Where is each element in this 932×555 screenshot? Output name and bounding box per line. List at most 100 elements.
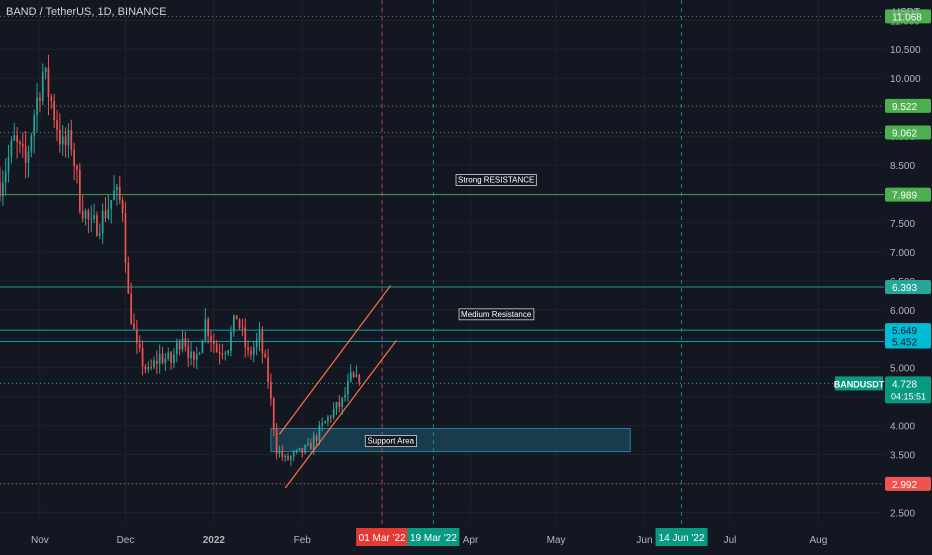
candle-body [352,372,355,377]
candle-body [7,156,10,172]
candle-body [87,210,90,220]
time-tick-label: Feb [294,535,312,546]
time-axis[interactable] [0,524,932,550]
annotation-box [455,174,537,186]
current-price-badge [885,376,931,404]
date-badge-label: 14 Jun '22 [659,533,705,544]
level-badge [885,334,931,349]
level-badge [885,187,931,202]
candle-body [232,315,235,333]
candle-body [301,447,304,453]
candle-body [230,332,232,351]
candle-body [0,182,1,197]
candle-body [344,394,346,398]
candle-body [181,338,184,350]
candle-body [147,366,150,370]
date-badge [407,528,460,546]
candle-body [295,449,298,453]
candle-body [19,142,21,145]
candle-body [195,354,198,360]
candle-body [270,381,272,399]
candle-body [247,347,249,351]
price-tick-label: 3.500 [890,451,915,462]
level-badge [885,98,931,113]
candle-body [64,136,67,146]
candle-body [327,416,329,422]
candle-body [204,319,207,341]
time-tick-label: Jul [724,535,737,546]
candle-body [218,352,221,354]
candle-body [187,346,190,359]
candle-body [250,350,252,355]
candle-body [81,211,84,219]
candle-body [158,353,161,364]
candle-body [36,97,38,116]
candle-body [309,443,312,450]
candle-body [116,186,118,191]
price-tick-label: 7.000 [890,248,915,259]
candle-body [70,130,73,150]
candle-body [198,353,201,355]
annotation-text[interactable]: Medium Resistance [461,310,532,319]
candle-body [61,136,64,145]
candle-body [312,435,315,450]
candle-body [13,135,16,141]
candle-body [175,342,178,355]
candle-body [338,402,341,407]
candle-body [33,115,36,136]
level-badge-label: 6.393 [892,283,917,294]
candle-body [161,353,164,363]
candle-body [141,347,144,367]
level-lines [0,15,884,485]
level-badge-label: 9.522 [892,102,917,113]
symbol-title[interactable]: BAND / TetherUS, 1D, BINANCE [6,6,167,18]
candle-body [324,421,326,424]
channel-line[interactable] [284,340,397,489]
time-tick-label: May [547,535,566,546]
candle-body [258,331,261,340]
candle-body [358,374,361,384]
candle-body [292,452,295,457]
candle-body [93,215,95,219]
candle-body [307,443,309,446]
candle-body [335,402,338,410]
price-axis[interactable] [884,0,932,550]
price-tick-label: 7.500 [890,219,915,230]
price-tick-label: 10.500 [890,45,921,56]
date-badge-label: 01 Mar '22 [359,533,406,544]
annotation-text[interactable]: Support Area [367,437,414,446]
candle-body [255,339,258,348]
price-tick-label: 4.000 [890,422,915,433]
level-badge-label: 5.649 [892,326,917,337]
candle-body [347,381,349,395]
candle-body [281,450,284,458]
level-badge-label: 9.062 [892,128,917,139]
candle-body [235,315,238,320]
candle-body [41,72,44,102]
time-tick-label: Dec [117,535,135,546]
price-tick-label: 8.500 [890,161,915,172]
candle-body [124,213,127,263]
date-badge-label: 19 Mar '22 [410,533,457,544]
annotation-text[interactable]: Strong RESISTANCE [458,175,534,184]
price-channel[interactable] [278,285,397,489]
candle-body [278,450,281,454]
candle-body [164,359,167,363]
candle-body [315,435,318,441]
candle-body [304,445,306,453]
countdown-label: 04:15:51 [891,391,926,401]
support-zone[interactable] [270,427,631,453]
channel-line[interactable] [278,285,392,435]
price-tick-label: 10.000 [890,74,921,85]
date-badge [655,528,708,546]
candle-body [30,135,33,152]
annotations[interactable]: Strong RESISTANCE Medium Resistance Suppor… [364,174,537,448]
annotation-box [364,435,417,448]
candle-body [252,347,255,355]
level-badge [885,323,931,338]
date-badges: 01 Mar '22 19 Mar '22 14 Jun '22 [356,528,708,546]
candle-body [56,119,58,130]
